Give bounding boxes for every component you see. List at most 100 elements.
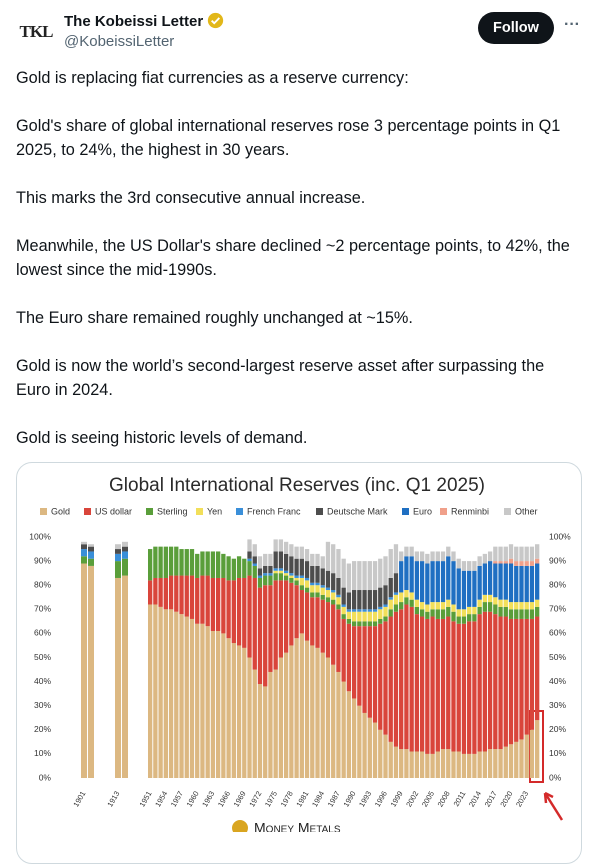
bar-segment <box>195 623 200 778</box>
bar-segment <box>299 585 304 591</box>
bar-segment <box>315 647 320 778</box>
bar-segment <box>508 544 514 559</box>
bar-segment <box>451 604 456 612</box>
bar-segment <box>529 609 535 619</box>
bar-segment <box>472 621 477 754</box>
bar-segment <box>184 575 189 617</box>
x-tick-label: 1972 <box>247 789 263 808</box>
bar-segment <box>535 558 540 564</box>
x-tick-label: 1993 <box>357 789 373 808</box>
bar-segment <box>409 592 414 600</box>
bar-segment <box>336 594 341 598</box>
bar-segment <box>535 563 540 600</box>
bar-segment <box>482 611 488 752</box>
bar-segment <box>430 561 435 603</box>
bar-segment <box>158 546 163 578</box>
bar-segment <box>304 577 310 581</box>
x-tick-label: 2017 <box>483 789 499 808</box>
bar-segment <box>419 551 425 562</box>
bar-segment <box>472 606 477 615</box>
bar-segment <box>524 561 529 566</box>
chart-title: Global International Reserves (inc. Q1 2… <box>109 475 485 496</box>
bar-segment <box>88 544 94 547</box>
bar-segment <box>88 546 94 552</box>
bar-segment <box>148 580 153 605</box>
page: TKL The Kobeissi Letter @KobeissiLetter … <box>16 12 582 864</box>
bar-segment <box>341 587 346 605</box>
bar-segment <box>535 606 540 617</box>
bar-segment <box>482 594 488 603</box>
bar-segment <box>283 573 289 576</box>
bar-segment <box>242 647 247 778</box>
bar-segment <box>461 609 467 617</box>
follow-button[interactable]: Follow <box>478 12 554 44</box>
bar-segment <box>399 551 404 562</box>
bar-segment <box>425 618 430 754</box>
bar-segment <box>81 544 87 550</box>
bar-segment <box>299 577 304 586</box>
bar-segment <box>357 590 362 610</box>
bar-segment <box>372 626 378 723</box>
author-name-text[interactable]: The Kobeissi Letter <box>64 13 204 30</box>
bar-segment <box>205 626 210 778</box>
bar-segment <box>200 623 205 778</box>
bar-segment <box>461 616 467 624</box>
bar-segment <box>325 570 331 588</box>
legend-label: Sterling <box>157 506 188 516</box>
bar-segment <box>440 749 446 778</box>
bar-segment <box>257 575 263 578</box>
x-tick-label: 1987 <box>326 789 342 808</box>
bar-segment <box>430 753 435 778</box>
bar-segment <box>148 549 153 581</box>
bar-segment <box>467 614 472 622</box>
legend-label: Renminbi <box>451 506 489 516</box>
bar-segment <box>289 577 294 583</box>
bar-segment <box>294 585 299 639</box>
x-tick-label: 1996 <box>373 789 389 808</box>
bar-segment <box>535 720 540 778</box>
bar-segment <box>393 604 399 612</box>
bar-segment <box>419 602 425 610</box>
bar-segment <box>357 609 362 612</box>
bar-segment <box>221 633 226 778</box>
bar-segment <box>336 604 341 610</box>
bar-segment <box>430 551 435 562</box>
bar-segment <box>336 549 341 578</box>
x-tick-label: 1963 <box>200 789 216 808</box>
verified-badge <box>208 12 224 29</box>
media-card[interactable]: Global International Reserves (inc. Q1 2… <box>16 462 582 864</box>
y-tick-label-right: 90% <box>549 555 566 565</box>
bar-segment <box>184 549 189 576</box>
bar-segment <box>529 565 535 603</box>
bar-segment <box>294 580 299 586</box>
bar-segment <box>351 621 357 627</box>
bar-segment <box>346 691 352 778</box>
bar-segment <box>115 553 121 562</box>
bar-segment <box>372 590 378 610</box>
bar-segment <box>331 664 336 778</box>
author-handle[interactable]: @KobeissiLetter <box>64 33 175 50</box>
bar-segment <box>336 671 341 778</box>
bar-segment <box>435 602 440 610</box>
more-menu[interactable]: ··· <box>564 16 580 33</box>
bar-segment <box>367 626 372 718</box>
bar-segment <box>440 618 446 750</box>
bar-segment <box>524 734 529 778</box>
tweet-body: Gold is replacing fiat currencies as a r… <box>16 66 582 474</box>
bar-segment <box>425 553 430 564</box>
bar-segment <box>346 609 352 612</box>
bar-segment <box>205 551 210 576</box>
bar-segment <box>498 546 503 562</box>
bar-segment <box>451 751 456 778</box>
bar-segment <box>263 575 268 586</box>
bar-segment <box>341 558 346 588</box>
bar-segment <box>174 546 179 576</box>
bar-segment <box>378 606 383 610</box>
bar-segment <box>210 577 216 631</box>
avatar[interactable]: TKL <box>19 22 54 41</box>
bar-segment <box>372 722 378 778</box>
bar-segment <box>81 549 87 557</box>
bar-segment <box>304 587 310 593</box>
author-name[interactable]: The Kobeissi Letter <box>64 12 224 30</box>
bar-segment <box>320 556 325 569</box>
